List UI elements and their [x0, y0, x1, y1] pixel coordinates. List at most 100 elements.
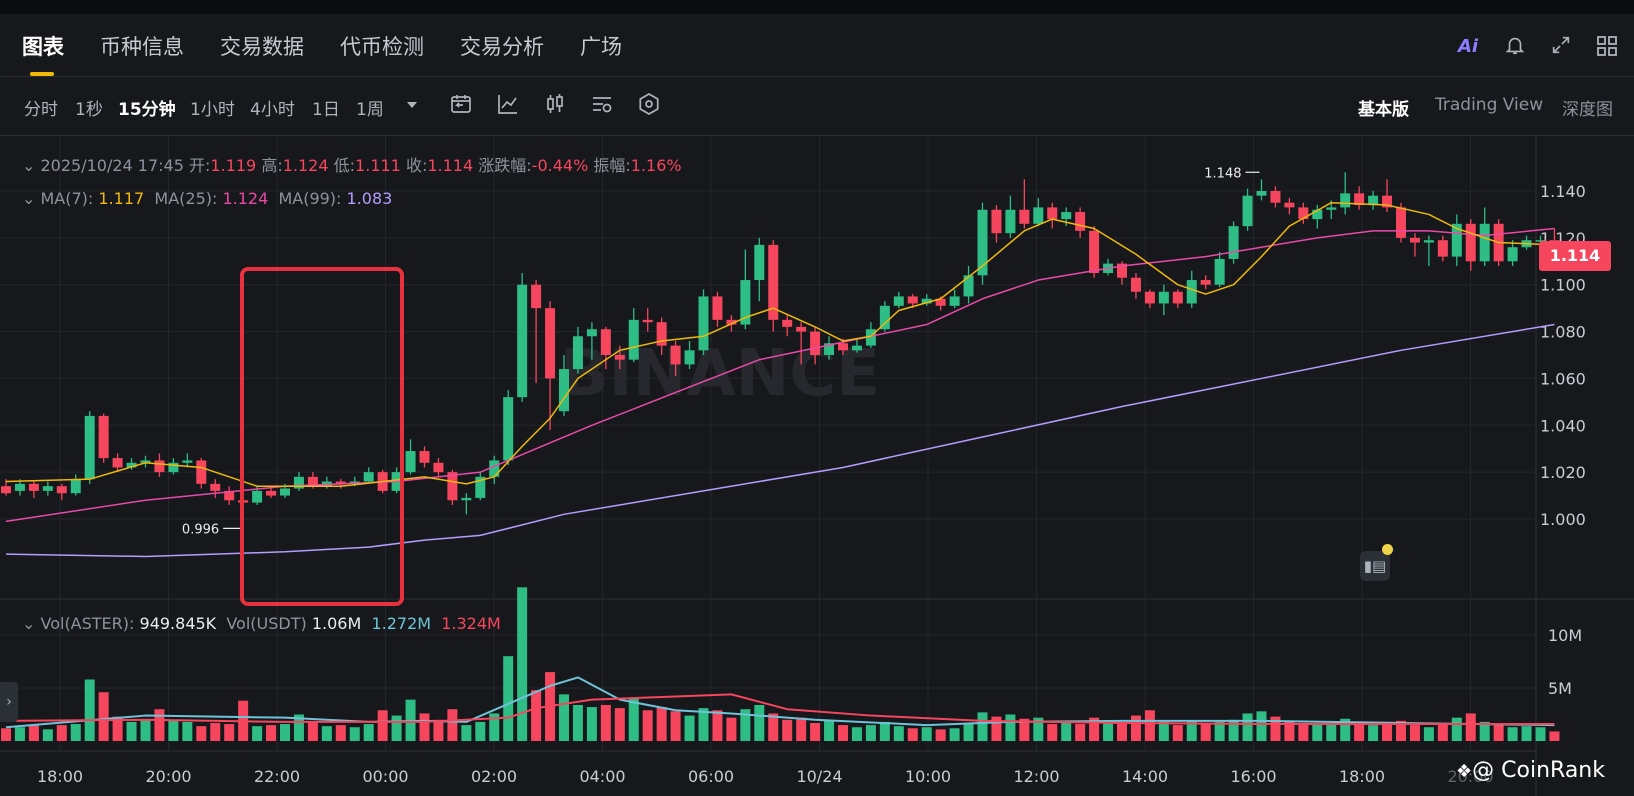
volume-bar	[70, 724, 81, 741]
tab-square[interactable]: 广场	[580, 35, 622, 59]
timeframe-1s[interactable]: 1秒	[75, 100, 103, 120]
volume-bar	[977, 712, 988, 741]
note-icon[interactable]: ▮▤	[1360, 551, 1390, 581]
ma-readout: ⌄ MA(7): 1.117 MA(25): 1.124 MA(99): 1.0…	[22, 189, 392, 208]
candle-type-icon[interactable]	[543, 92, 569, 118]
volume-bar	[1479, 721, 1490, 741]
collapse-caret-icon[interactable]: ⌄	[22, 156, 36, 175]
tab-coin-info[interactable]: 币种信息	[100, 35, 184, 59]
view-trading-view[interactable]: Trading View	[1435, 95, 1544, 115]
ma7-line	[5, 201, 1555, 487]
timeframe-4h[interactable]: 4小时	[250, 100, 295, 120]
hexagon-shape-icon[interactable]	[637, 92, 663, 118]
volume-bar	[210, 722, 221, 741]
ma7-label: MA(7):	[40, 189, 94, 208]
volume-bar	[851, 727, 862, 741]
candle-body	[1396, 207, 1406, 238]
candle-body	[1200, 280, 1211, 285]
ai-icon[interactable]: Ai	[1457, 36, 1479, 57]
candle-body	[1382, 195, 1393, 208]
open-value: 1.119	[210, 156, 257, 175]
time-tick-label: 02:00	[471, 767, 517, 786]
price-tick-label: 1.060	[1540, 369, 1586, 388]
volume-readout: ⌄ Vol(ASTER): 949.845K Vol(USDT) 1.06M 1…	[22, 614, 501, 633]
candle-body	[670, 345, 681, 365]
tab-token-check[interactable]: 代币检测	[340, 35, 424, 59]
volume-bar	[1228, 719, 1239, 741]
replay-calendar-icon[interactable]	[449, 92, 475, 118]
fullscreen-icon[interactable]	[1548, 34, 1574, 60]
view-basic[interactable]: 基本版	[1358, 100, 1409, 120]
volume-bar	[879, 721, 890, 741]
candle-body	[1047, 207, 1058, 220]
volume-bar	[14, 727, 25, 741]
volume-bar	[1061, 722, 1072, 741]
tab-trade-data[interactable]: 交易数据	[220, 35, 304, 59]
candle-body	[1312, 209, 1323, 220]
price-tick-label: 1.020	[1540, 463, 1586, 482]
tab-chart[interactable]: 图表	[22, 35, 64, 59]
candle-body	[1451, 223, 1462, 257]
ma25-line	[5, 227, 1555, 523]
candle-body	[796, 326, 807, 332]
candle-body	[266, 490, 277, 496]
volume-bar	[1535, 727, 1546, 741]
volume-bar	[907, 728, 918, 741]
timeframe-1h[interactable]: 1小时	[190, 100, 235, 120]
timeframe-fenshi[interactable]: 分时	[24, 100, 58, 120]
collapse-caret-icon[interactable]: ⌄	[22, 189, 36, 208]
layout-grid-icon[interactable]	[1594, 34, 1620, 60]
candle-body	[698, 296, 709, 351]
candle-body	[126, 462, 137, 468]
indicator-chart-icon[interactable]	[496, 92, 522, 118]
volume-bar	[419, 713, 430, 741]
chevron-down-icon[interactable]	[402, 95, 428, 121]
volume-bar	[1465, 713, 1476, 741]
volume-bar	[559, 694, 569, 741]
bell-icon[interactable]	[1502, 34, 1528, 60]
view-depth-chart[interactable]: 深度图	[1562, 100, 1613, 120]
candle-body	[1340, 193, 1351, 208]
candle-body	[893, 296, 904, 306]
volume-bar	[991, 716, 1002, 741]
volume-bar	[196, 726, 207, 741]
candle-body	[614, 355, 625, 360]
price-tick-label: 1.080	[1540, 323, 1586, 342]
volume-bar	[56, 725, 67, 741]
volume-bar	[1200, 724, 1211, 741]
expand-panel-icon[interactable]: ›	[0, 682, 18, 722]
volume-bar	[377, 710, 388, 741]
candle-body	[1033, 207, 1044, 224]
timeframe-1d[interactable]: 1日	[312, 100, 340, 120]
volume-bar	[1103, 721, 1114, 741]
low-value: 1.111	[355, 156, 401, 175]
candle-body	[963, 275, 974, 297]
candle-body	[56, 486, 67, 494]
candle-body	[1242, 195, 1253, 227]
volume-bar	[461, 725, 472, 741]
timeframe-1w[interactable]: 1周	[356, 100, 384, 120]
volume-tick-label: 10M	[1548, 626, 1582, 645]
settings-sliders-icon[interactable]	[590, 92, 616, 118]
candle-body	[84, 415, 95, 480]
volume-bar	[726, 717, 737, 741]
timeframe-15m[interactable]: 15分钟	[118, 100, 176, 120]
candle-body	[1298, 207, 1309, 220]
volume-bar	[321, 726, 332, 741]
candle-body	[935, 298, 946, 306]
collapse-caret-icon[interactable]: ⌄	[22, 614, 36, 633]
candle-body	[224, 490, 235, 501]
candle-body	[1158, 291, 1169, 304]
current-price-tag: 1.114	[1539, 241, 1611, 271]
volume-bar	[796, 717, 807, 741]
volume-bar	[1214, 721, 1225, 741]
close-label: 收:	[405, 156, 428, 175]
vol-aster-value: 949.845K	[139, 614, 217, 633]
volume-bar	[1396, 720, 1406, 741]
candle-body	[1507, 247, 1518, 262]
candlestick-chart[interactable]: BINANCE1.0001.0201.0401.0601.0801.1001.1…	[0, 136, 1634, 796]
tab-trade-analysis[interactable]: 交易分析	[460, 35, 544, 59]
candle-body	[782, 319, 793, 327]
candle-body	[586, 329, 597, 337]
candle-body	[754, 244, 765, 281]
